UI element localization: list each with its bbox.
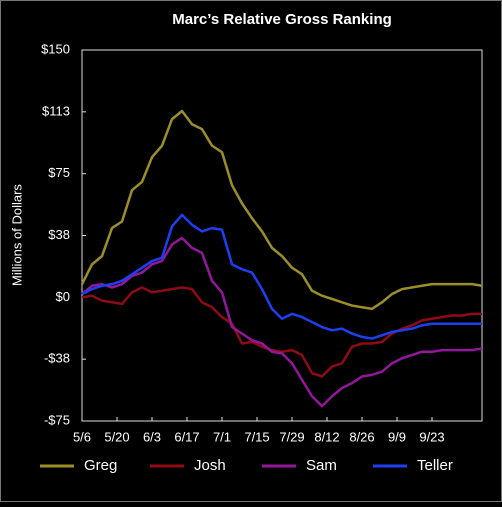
y-tick-label: -$38: [44, 351, 70, 366]
series-line: [81, 286, 482, 378]
chart-title: Marc’s Relative Gross Ranking: [172, 11, 392, 28]
y-tick-label: $75: [48, 165, 70, 180]
x-tick-label: 8/26: [349, 429, 374, 444]
y-tick-label: -$75: [44, 412, 70, 427]
series-line: [81, 236, 483, 408]
y-tick-label: $150: [41, 41, 70, 56]
x-tick-label: 7/1: [213, 429, 231, 444]
x-tick-label: 8/12: [314, 429, 339, 444]
x-tick-label: 9/9: [388, 429, 406, 444]
x-tick-label: 9/23: [419, 429, 444, 444]
series-line: [81, 213, 482, 340]
x-tick-label: 6/3: [143, 429, 161, 444]
y-tick-label: $113: [42, 103, 70, 118]
y-axis-label: Millions of Dollars: [9, 184, 24, 286]
x-tick-label: 7/15: [244, 429, 269, 444]
legend-label: Teller: [417, 457, 453, 474]
x-tick-label: 5/6: [73, 429, 91, 444]
legend-label: Greg: [84, 457, 117, 474]
y-tick-label: $38: [48, 227, 70, 242]
legend-label: Josh: [194, 457, 226, 474]
legend-label: Sam: [306, 457, 337, 474]
x-tick-label: 5/20: [104, 429, 129, 444]
x-tick-label: 6/17: [174, 429, 199, 444]
series-line: [80, 109, 483, 311]
x-tick-label: 7/29: [279, 429, 304, 444]
y-tick-label: $0: [56, 289, 70, 304]
